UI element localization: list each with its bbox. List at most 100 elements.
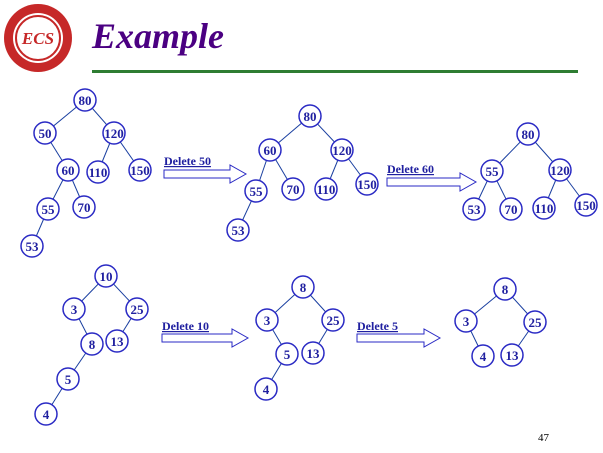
node: 55 [480, 159, 504, 183]
node: 70 [499, 197, 523, 221]
svg-text:4: 4 [263, 382, 270, 397]
svg-text:70: 70 [287, 182, 300, 197]
svg-text:110: 110 [317, 182, 336, 197]
title-underline [92, 70, 578, 73]
logo-text: ECS [21, 29, 54, 48]
node: 150 [128, 158, 152, 182]
svg-text:3: 3 [71, 302, 78, 317]
svg-text:80: 80 [522, 127, 535, 142]
node: 5 [275, 342, 299, 366]
node: 25 [125, 297, 149, 321]
svg-text:13: 13 [506, 348, 520, 363]
university-logo: ECS [4, 4, 72, 72]
node: 80 [73, 88, 97, 112]
delete-5-arrow: Delete 5 [356, 319, 442, 348]
svg-text:8: 8 [502, 282, 509, 297]
delete-10-arrow: Delete 10 [161, 319, 250, 348]
node: 55 [244, 179, 268, 203]
node: 120 [102, 121, 126, 145]
node: 25 [321, 308, 345, 332]
node: 80 [516, 122, 540, 146]
node: 50 [33, 121, 57, 145]
svg-text:13: 13 [111, 334, 125, 349]
svg-text:120: 120 [332, 143, 352, 158]
node: 110 [86, 160, 110, 184]
svg-text:53: 53 [232, 223, 246, 238]
tree-5: 8 3 25 5 13 4 [254, 275, 345, 401]
node: 8 [80, 332, 104, 356]
svg-text:70: 70 [78, 200, 91, 215]
svg-text:110: 110 [89, 165, 108, 180]
svg-text:80: 80 [79, 93, 92, 108]
node: 70 [72, 195, 96, 219]
operation-label: Delete 5 [357, 319, 398, 333]
node: 25 [523, 310, 547, 334]
svg-text:60: 60 [264, 143, 277, 158]
svg-text:150: 150 [130, 163, 150, 178]
operation-label: Delete 60 [387, 162, 434, 176]
tree-4: 10 3 25 8 13 5 4 [34, 264, 149, 426]
svg-text:150: 150 [576, 198, 596, 213]
svg-text:25: 25 [131, 302, 145, 317]
node: 3 [255, 308, 279, 332]
node: 60 [56, 158, 80, 182]
svg-text:25: 25 [327, 313, 341, 328]
svg-text:55: 55 [250, 184, 264, 199]
node: 60 [258, 138, 282, 162]
node: 3 [454, 309, 478, 333]
svg-text:55: 55 [486, 164, 500, 179]
delete-50-arrow: Delete 50 [163, 154, 248, 184]
slide-title: Example [92, 16, 224, 56]
node: 80 [298, 104, 322, 128]
svg-text:4: 4 [480, 349, 487, 364]
svg-text:80: 80 [304, 109, 317, 124]
node: 53 [462, 197, 486, 221]
tree-6: 8 3 25 4 13 [454, 277, 547, 368]
svg-text:8: 8 [300, 280, 307, 295]
svg-text:25: 25 [529, 315, 543, 330]
node: 3 [62, 297, 86, 321]
node: 110 [532, 196, 556, 220]
node: 70 [281, 177, 305, 201]
node: 120 [548, 158, 572, 182]
svg-text:150: 150 [357, 177, 377, 192]
node: 150 [574, 193, 598, 217]
node: 8 [493, 277, 517, 301]
tree-3: 80 55 120 53 70 110 150 [462, 122, 598, 221]
svg-text:70: 70 [505, 202, 518, 217]
operation-label: Delete 10 [162, 319, 209, 333]
node: 150 [355, 172, 379, 196]
svg-text:50: 50 [39, 126, 52, 141]
svg-text:3: 3 [264, 313, 271, 328]
svg-text:10: 10 [100, 269, 113, 284]
svg-text:3: 3 [463, 314, 470, 329]
node: 8 [291, 275, 315, 299]
svg-text:53: 53 [26, 239, 40, 254]
svg-text:4: 4 [43, 407, 50, 422]
operation-label: Delete 50 [164, 154, 211, 168]
svg-text:5: 5 [65, 372, 72, 387]
node: 4 [471, 344, 495, 368]
node: 10 [94, 264, 118, 288]
svg-text:120: 120 [104, 126, 124, 141]
node: 13 [500, 343, 524, 367]
node: 4 [254, 377, 278, 401]
node: 4 [34, 402, 58, 426]
node: 13 [301, 341, 325, 365]
node: 110 [314, 177, 338, 201]
svg-text:120: 120 [550, 163, 570, 178]
node: 13 [105, 329, 129, 353]
node: 53 [20, 234, 44, 258]
node: 55 [36, 197, 60, 221]
node: 5 [56, 367, 80, 391]
svg-text:55: 55 [42, 202, 56, 217]
node: 120 [330, 138, 354, 162]
svg-text:8: 8 [89, 337, 96, 352]
tree-2: 80 60 120 55 70 110 150 53 [226, 104, 379, 242]
svg-text:5: 5 [284, 347, 291, 362]
svg-text:13: 13 [307, 346, 321, 361]
svg-text:60: 60 [62, 163, 75, 178]
node: 53 [226, 218, 250, 242]
